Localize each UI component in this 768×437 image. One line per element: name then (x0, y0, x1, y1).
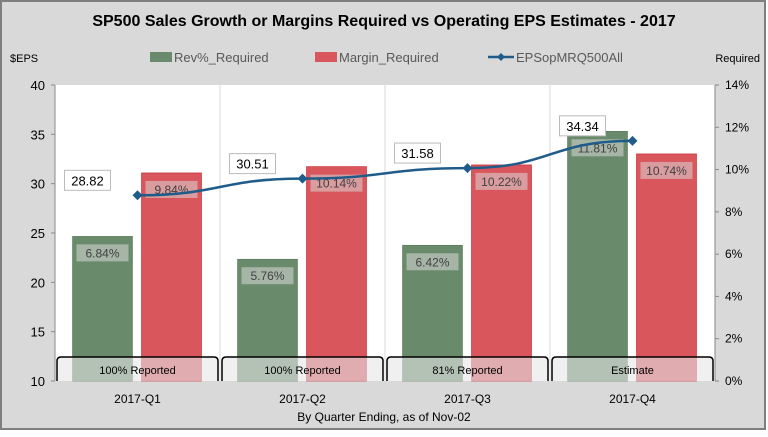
line-marker (132, 190, 143, 201)
bar-label-bg (406, 253, 459, 271)
bar-label-bg (241, 267, 294, 285)
left-tick-label: 25 (31, 226, 45, 241)
line-EPSopMRQ500All (137, 139, 633, 197)
legend-label: Margin_Required (339, 50, 439, 65)
left-tick-label: 15 (31, 325, 45, 340)
bar-label-bg (76, 244, 129, 262)
category-note: 100% Reported (264, 365, 340, 377)
left-tick-label: 10 (31, 374, 45, 389)
bar-Margin_Required (306, 166, 367, 382)
right-tick-label: 2% (725, 332, 743, 346)
bar-Margin_Required (636, 153, 697, 382)
left-axis-label: $EPS (10, 53, 38, 65)
line-marker (297, 173, 308, 184)
right-tick-label: 14% (725, 78, 749, 92)
bar-label-bg (571, 139, 624, 157)
x-axis-label: By Quarter Ending, as of Nov-02 (297, 410, 471, 424)
line-data-label: 28.82 (71, 173, 104, 188)
right-tick-label: 12% (725, 120, 749, 134)
right-tick-label: 8% (725, 205, 743, 219)
right-tick-label: 4% (725, 289, 743, 303)
category-note: Estimate (611, 365, 654, 377)
bar-data-label: 10.22% (481, 175, 522, 189)
bar-Rev%_Required (567, 131, 628, 382)
legend-label: EPSopMRQ500All (516, 50, 623, 65)
category-note-box (386, 356, 549, 381)
line-label-bg (64, 169, 111, 191)
category-note-box (56, 356, 219, 381)
left-tick-label: 35 (31, 127, 45, 142)
legend-swatch (315, 52, 337, 62)
line-data-label: 34.34 (566, 119, 599, 134)
category-note: 100% Reported (99, 365, 175, 377)
line-data-label: 31.58 (401, 146, 434, 161)
x-tick-label: 2017-Q2 (279, 392, 326, 406)
legend: Rev%_Required Margin_Required EPSopMRQ500A… (150, 50, 623, 65)
line-marker (462, 163, 473, 174)
right-tick-label: 6% (725, 247, 743, 261)
bar-label-bg (475, 172, 528, 190)
chart-title: SP500 Sales Growth or Margins Required v… (92, 13, 675, 30)
right-tick-label: 10% (725, 163, 749, 177)
line-label-bg (559, 115, 606, 137)
left-tick-label: 30 (31, 177, 45, 192)
right-axis-label: Required (715, 53, 760, 65)
right-tick-label: 0% (725, 374, 743, 388)
bar-Margin_Required (471, 164, 532, 382)
bar-data-label: 5.76% (250, 269, 284, 283)
left-tick-label: 20 (31, 275, 45, 290)
legend-label: Rev%_Required (174, 50, 269, 65)
bar-data-label: 6.42% (415, 255, 449, 269)
x-tick-label: 2017-Q1 (114, 392, 161, 406)
x-tick-label: 2017-Q4 (609, 392, 656, 406)
line-data-label: 30.51 (236, 157, 269, 172)
category-note: 81% Reported (432, 365, 502, 377)
bar-Margin_Required (141, 172, 202, 382)
bar-data-label: 6.84% (85, 246, 119, 260)
category-note-box (221, 356, 384, 381)
bar-data-label: 10.74% (646, 164, 687, 178)
legend-marker (497, 53, 505, 61)
line-marker (627, 135, 638, 146)
line-label-bg (229, 153, 276, 175)
legend-swatch (150, 52, 172, 62)
bar-label-bg (640, 161, 693, 179)
x-tick-label: 2017-Q3 (444, 392, 491, 406)
left-tick-label: 40 (31, 78, 45, 93)
bar-data-label: 10.14% (316, 177, 357, 191)
line-label-bg (394, 142, 441, 164)
category-note-box (551, 356, 714, 381)
